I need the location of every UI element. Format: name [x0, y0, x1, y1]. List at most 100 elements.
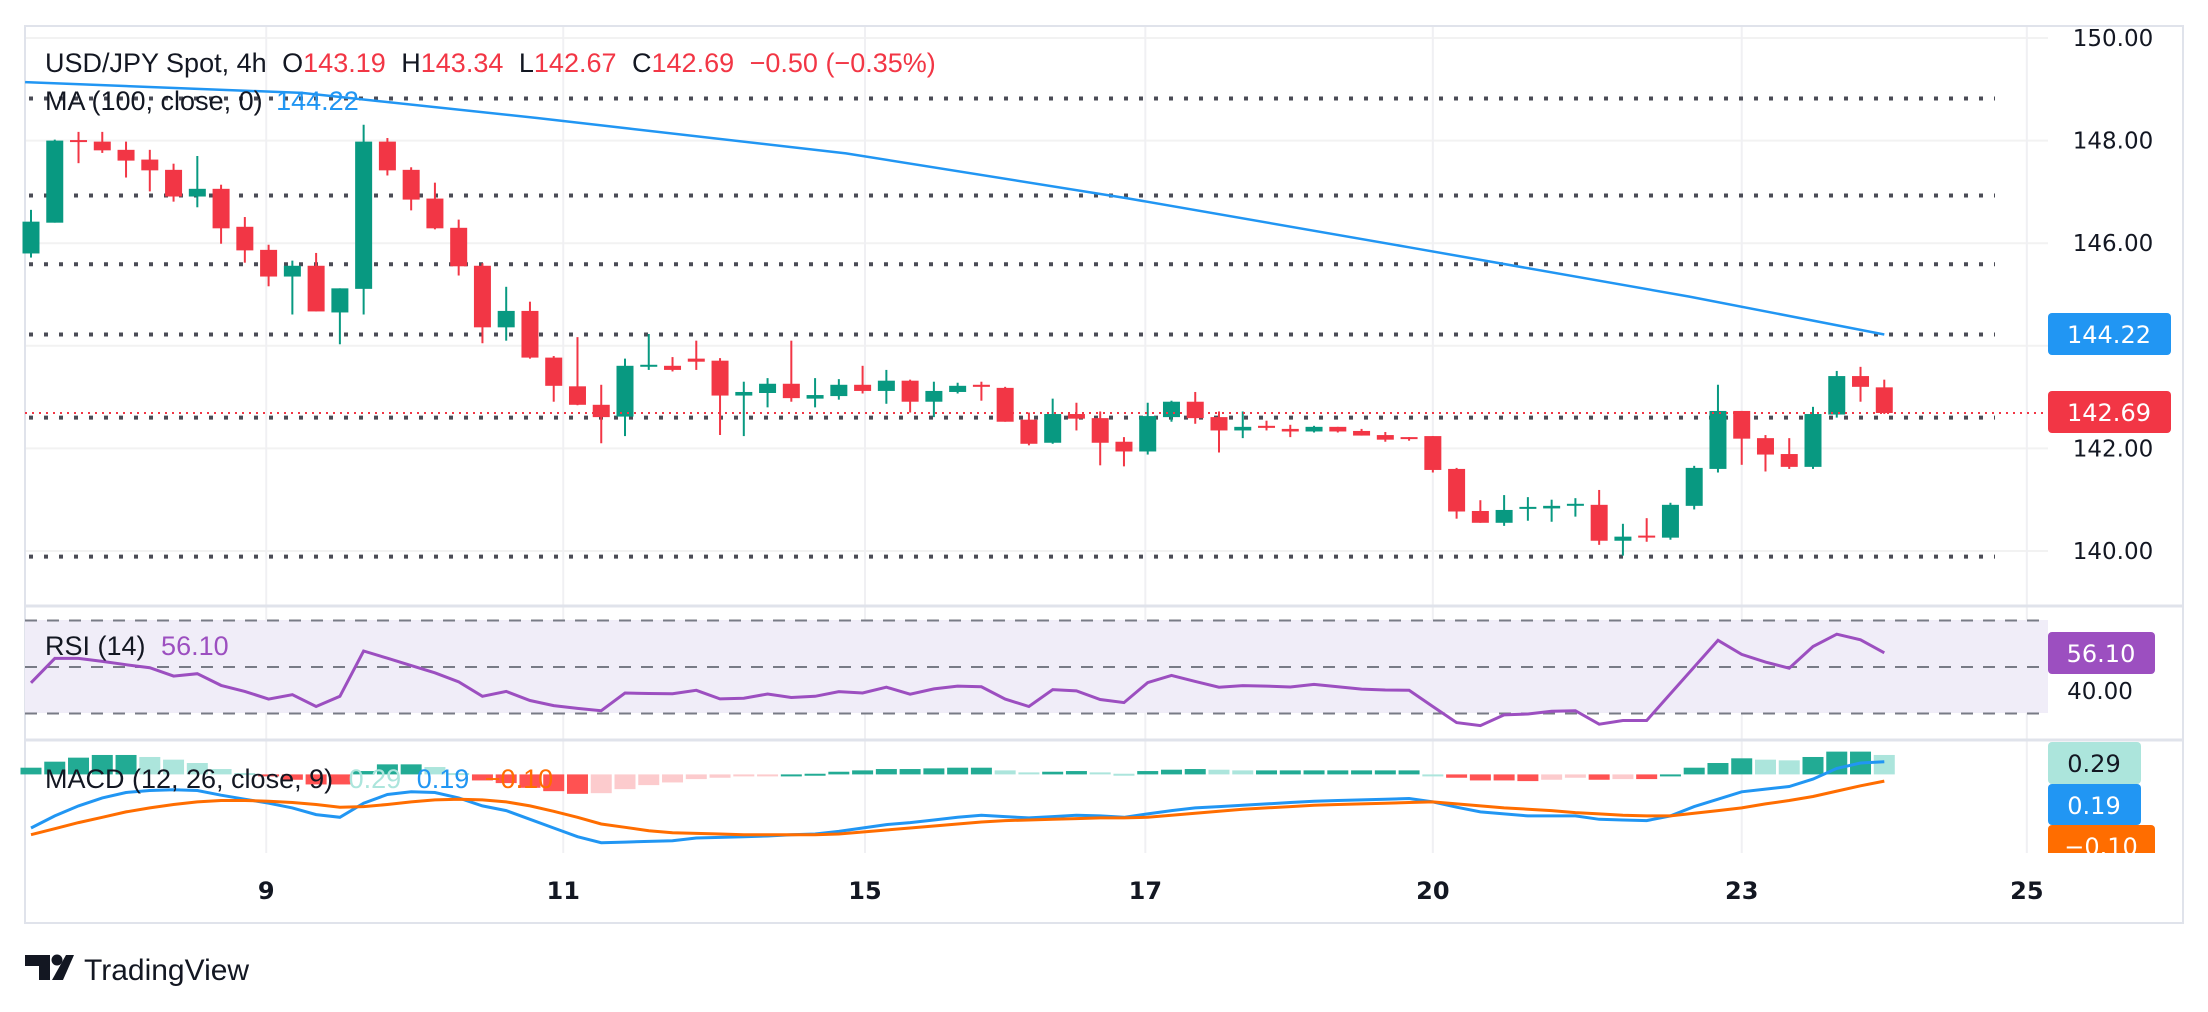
histogram-bar: [1398, 770, 1420, 775]
candle-body: [1685, 467, 1703, 506]
candle: [1448, 467, 1466, 519]
histogram-bar: [638, 774, 660, 786]
candle-body: [1020, 419, 1038, 444]
histogram-bar: [495, 774, 517, 784]
price-axis[interactable]: 150.00 148.00 146.00 142.00 140.00: [2073, 26, 2153, 565]
candle: [1543, 499, 1561, 522]
candle: [1590, 489, 1608, 545]
candle: [1091, 411, 1109, 466]
candle: [1733, 410, 1751, 465]
histogram-bar: [20, 767, 42, 775]
candle-body: [521, 310, 539, 358]
histogram-bar: [1351, 770, 1373, 775]
candle-body: [331, 288, 349, 313]
histogram-bar: [1731, 758, 1753, 775]
candle-body: [1780, 454, 1798, 467]
histogram-bar: [566, 774, 588, 794]
candle: [1661, 502, 1679, 540]
candle-body: [901, 380, 919, 402]
price-tick-label: 140.00: [2073, 539, 2153, 565]
time-axis[interactable]: 9 11 15 17 20 23 25: [258, 877, 2044, 905]
candle: [22, 209, 40, 258]
histogram-bar: [1184, 769, 1206, 775]
candle-body: [1400, 437, 1418, 440]
candle: [1210, 411, 1228, 453]
rsi-legend-label: RSI (14): [45, 631, 146, 661]
candle: [782, 340, 800, 402]
tradingview-logo-icon: [25, 954, 74, 980]
candle: [1067, 402, 1085, 431]
histogram-bar: [1469, 774, 1491, 781]
candle-body: [426, 198, 444, 229]
histogram-bar: [186, 763, 208, 775]
histogram-bar: [305, 774, 327, 785]
signal-line: [30, 779, 1885, 837]
candle: [759, 378, 777, 408]
candle: [521, 301, 539, 359]
candles: [22, 124, 1893, 556]
tradingview-logo[interactable]: TradingView: [25, 954, 249, 987]
histogram-bar: [852, 770, 874, 775]
candle-body: [1828, 376, 1846, 415]
candle: [1376, 431, 1394, 442]
rsi-value-text: 56.10: [2067, 640, 2136, 668]
price-tick-label: 142.00: [2073, 436, 2153, 462]
date-tick-label: 15: [848, 877, 881, 905]
histogram-bar: [1588, 774, 1610, 780]
ma-legend[interactable]: MA (100, close, 0) 144.22: [45, 86, 359, 116]
macd-legend-signal: −0.10: [485, 764, 553, 794]
candle-body: [616, 365, 634, 417]
candle-body: [1756, 438, 1774, 455]
open-label: O: [282, 48, 303, 78]
candle-body: [545, 357, 563, 386]
candle-body: [1709, 410, 1727, 469]
histogram-bar: [1659, 774, 1681, 777]
candle-body: [1376, 435, 1394, 440]
candle: [1566, 498, 1584, 517]
candle-body: [1162, 401, 1180, 418]
candle-body: [996, 387, 1014, 422]
candle-body: [592, 404, 610, 418]
candle-body: [1733, 410, 1751, 439]
price-tick-label: 146.00: [2073, 231, 2153, 257]
rsi-legend[interactable]: RSI (14) 56.10: [45, 631, 229, 661]
histogram-bar: [258, 774, 280, 777]
histogram-bar: [828, 771, 850, 775]
candle-body: [806, 395, 824, 399]
candle-body: [188, 188, 206, 197]
candle-body: [1234, 426, 1252, 431]
chart-frame: [24, 25, 2184, 924]
candle: [1115, 437, 1133, 467]
histogram-bar: [91, 754, 113, 775]
candle: [854, 365, 872, 394]
candle-body: [1448, 468, 1466, 512]
histogram-bar: [1113, 773, 1135, 776]
macd-legend-label: MACD (12, 26, close, 9): [45, 764, 333, 794]
candle-body: [1210, 417, 1228, 431]
symbol-title[interactable]: USD/JPY Spot, 4h: [45, 48, 267, 78]
candle: [1329, 426, 1347, 433]
histogram-bar: [519, 774, 541, 788]
candle: [283, 260, 301, 315]
histogram-bar: [614, 774, 636, 790]
candle-body: [1067, 414, 1085, 419]
candle: [1780, 438, 1798, 469]
candle-body: [450, 227, 468, 267]
candle-body: [1495, 509, 1513, 523]
candle-body: [1139, 416, 1157, 452]
histogram-bar: [1446, 774, 1468, 778]
candle-body: [473, 265, 491, 328]
candle-body: [1590, 504, 1608, 541]
ma-value-label: 144.22: [2048, 313, 2171, 355]
open-value: 143.19: [303, 48, 386, 78]
histogram-bar: [210, 769, 232, 775]
histogram-bar: [970, 767, 992, 775]
candle: [1614, 523, 1632, 556]
candle-body: [972, 384, 990, 387]
candle-body: [117, 149, 135, 161]
macd-legend[interactable]: MACD (12, 26, close, 9) 0.29 0.19 −0.10: [45, 764, 553, 794]
candle: [46, 139, 64, 223]
histogram-bar: [115, 754, 137, 775]
candle-body: [46, 140, 64, 223]
